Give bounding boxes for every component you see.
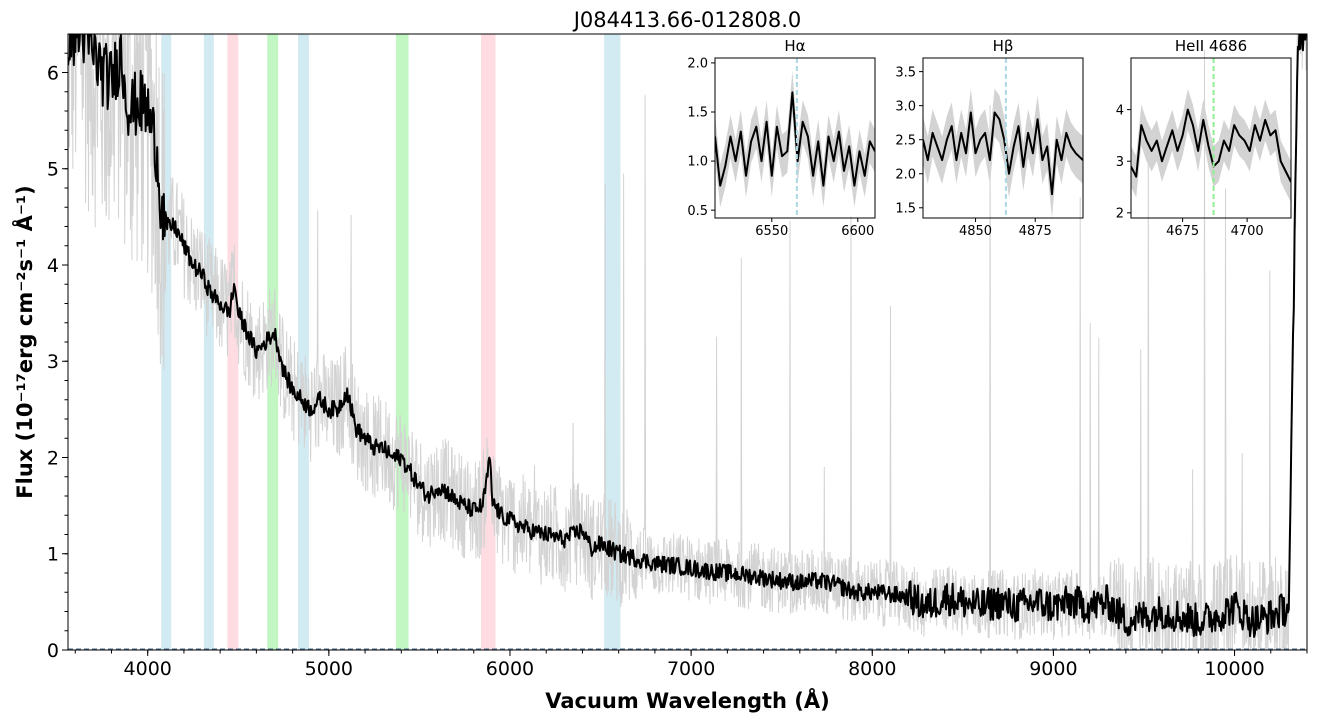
y-tick-label: 6 bbox=[47, 62, 59, 84]
y-tick-label: 5 bbox=[47, 159, 59, 181]
line-region-band bbox=[481, 34, 496, 650]
panel-inset-heii: 4675 4700 2 3 4 HeII 4686 bbox=[1116, 37, 1292, 239]
y-tick-label: 4 bbox=[47, 255, 59, 277]
panel-title-main: J084413.66-012808.0 bbox=[572, 8, 802, 32]
y-tick-label: 0 bbox=[47, 640, 59, 662]
line-region-band bbox=[395, 34, 409, 650]
y-tick-label: 2.0 bbox=[687, 57, 708, 72]
panel-title-inset-hbeta: Hβ bbox=[993, 37, 1014, 55]
x-tick-label: 5000 bbox=[305, 658, 353, 680]
y-tick-label: 3.5 bbox=[895, 65, 916, 80]
raw-spectrum-line bbox=[68, 34, 1307, 650]
plot-area-main bbox=[68, 34, 1307, 650]
plot-area-inset-halpha bbox=[715, 58, 875, 218]
y-tick-label: 1.5 bbox=[895, 201, 916, 216]
y-tick-label: 4 bbox=[1116, 103, 1124, 118]
y-tick-label: 1.5 bbox=[687, 106, 708, 121]
axes-frame-inset-halpha bbox=[714, 57, 876, 219]
x-tick-label: 6000 bbox=[486, 658, 534, 680]
error-band-inset-heii bbox=[1131, 89, 1291, 203]
x-tick-label: 8000 bbox=[848, 658, 896, 680]
x-tick-label: 10000 bbox=[1204, 658, 1264, 680]
smoothed-spectrum-line bbox=[1131, 108, 1291, 183]
plot-area-inset-hbeta bbox=[923, 58, 1083, 218]
y-tick-label: 0.5 bbox=[687, 204, 708, 219]
axes-frame-inset-hbeta bbox=[922, 57, 1084, 219]
panel-title-inset-halpha: Hα bbox=[784, 37, 805, 55]
panel-inset-hbeta: 4850 4875 1.5 2.0 2.5 3.0 3.5 Hβ bbox=[895, 37, 1084, 239]
x-tick-label: 6600 bbox=[841, 224, 874, 239]
smoothed-spectrum-line bbox=[68, 34, 1307, 638]
main-spectrum-plot: 4000 5000 6000 7000 8000 9000 10000 0 1 2 3 4 5 6 J084… bbox=[12, 8, 1308, 713]
line-region-band bbox=[604, 34, 621, 650]
x-tick-label: 4675 bbox=[1166, 224, 1199, 239]
panel-title-inset-heii: HeII 4686 bbox=[1175, 37, 1247, 55]
x-tick-label: 4850 bbox=[959, 224, 992, 239]
line-region-band bbox=[298, 34, 309, 650]
x-tick-label: 6550 bbox=[755, 224, 788, 239]
line-region-band bbox=[203, 34, 214, 650]
error-band-inset-hbeta bbox=[923, 88, 1083, 218]
y-tick-label: 3.0 bbox=[895, 99, 916, 114]
axes-frame-inset-heii bbox=[1130, 57, 1292, 219]
plot-area-inset-heii bbox=[1131, 58, 1291, 218]
y-tick-label: 1.0 bbox=[687, 155, 708, 170]
smoothed-spectrum-line bbox=[715, 91, 875, 187]
x-tick-label: 4700 bbox=[1231, 224, 1264, 239]
y-tick-label: 3 bbox=[47, 351, 59, 373]
line-region-band bbox=[161, 34, 172, 650]
y-tick-label: 2.5 bbox=[895, 133, 916, 148]
y-tick-label: 2 bbox=[47, 447, 59, 469]
x-tick-label: 7000 bbox=[667, 658, 715, 680]
y-tick-label: 1 bbox=[47, 544, 59, 566]
smoothed-spectrum-line bbox=[923, 111, 1083, 196]
y-tick-label: 3 bbox=[1116, 155, 1124, 170]
panel-main: 4000 5000 6000 7000 8000 9000 10000 0 1 2 3 4 5 6 J084… bbox=[12, 8, 1308, 713]
panel-inset-halpha: 6550 6600 0.5 1.0 1.5 2.0 Hα bbox=[687, 37, 876, 239]
x-tick-label: 9000 bbox=[1029, 658, 1077, 680]
y-tick-label: 2.0 bbox=[895, 167, 916, 182]
x-tick-label: 4000 bbox=[124, 658, 172, 680]
y-tick-label: 2 bbox=[1116, 207, 1124, 222]
insets: 6550 6600 0.5 1.0 1.5 2.0 Hα 4850 4875 1.5 2.0 2.5 3… bbox=[687, 37, 1292, 239]
line-region-band bbox=[227, 34, 239, 650]
x-tick-label: 4875 bbox=[1019, 224, 1052, 239]
x-axis-label: Vacuum Wavelength (Å) bbox=[545, 688, 830, 713]
y-axis-label: Flux (10⁻¹⁷erg cm⁻²s⁻¹ Å⁻¹) bbox=[12, 185, 37, 498]
